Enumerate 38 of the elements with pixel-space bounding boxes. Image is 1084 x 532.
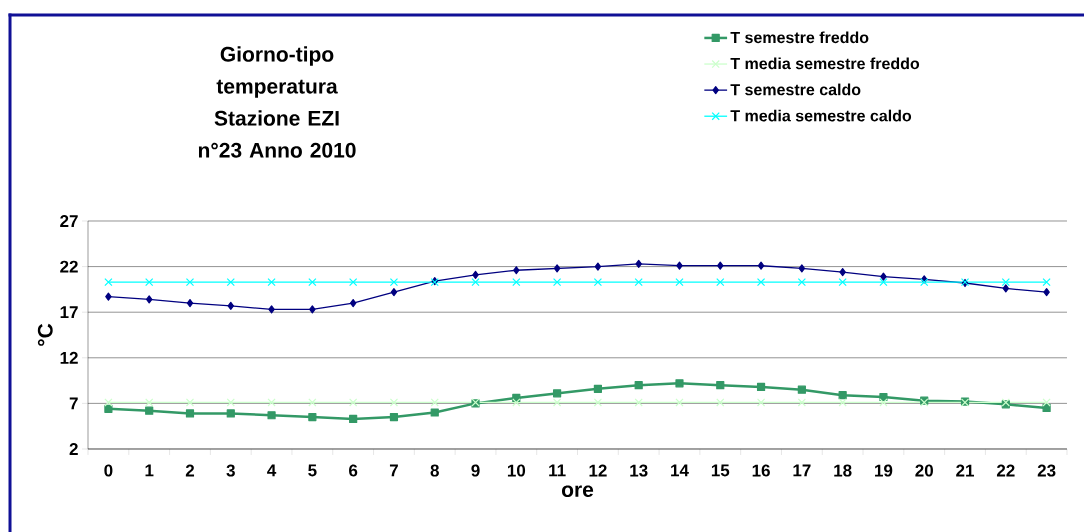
x-tick-label: 12 xyxy=(589,464,607,477)
y-tick-label: 7 xyxy=(69,397,78,410)
y-axis-title: °C xyxy=(37,323,53,346)
x-tick-label: 9 xyxy=(471,464,480,477)
x-tick-label: 17 xyxy=(793,464,811,477)
x-tick-label: 15 xyxy=(711,464,730,477)
x-tick-label: 3 xyxy=(226,464,235,477)
x-tick-label: 0 xyxy=(104,464,113,477)
y-tick-label: 2 xyxy=(69,443,78,455)
y-tick-label: 12 xyxy=(60,351,78,364)
x-tick-label: 11 xyxy=(549,464,566,477)
legend-label: T media semestre freddo xyxy=(730,57,920,70)
x-tick-label: 23 xyxy=(1037,464,1056,477)
x-tick-label: 19 xyxy=(875,464,893,477)
x-tick-label: 20 xyxy=(915,464,933,477)
x-tick-label: 1 xyxy=(145,464,154,477)
x-tick-label: 13 xyxy=(630,464,648,477)
x-tick-label: 16 xyxy=(752,464,770,477)
x-tick-label: 5 xyxy=(308,464,317,477)
x-tick-label: 10 xyxy=(507,464,526,477)
x-tick-label: 22 xyxy=(996,464,1015,477)
y-tick-label: 22 xyxy=(60,260,78,273)
x-tick-label: 8 xyxy=(430,464,439,477)
y-tick-label: 17 xyxy=(60,306,78,319)
x-tick-label: 7 xyxy=(389,464,398,477)
chart-title: Giorno-tipo temperatura xyxy=(216,46,338,98)
x-tick-label: 21 xyxy=(956,464,974,477)
x-tick-label: 6 xyxy=(349,464,358,477)
legend-label: T semestre freddo xyxy=(730,31,869,44)
x-axis-title: ore xyxy=(561,485,594,497)
y-tick-label: 27 xyxy=(60,215,78,227)
x-tick-label: 2 xyxy=(185,464,195,477)
legend-label: T media semestre caldo xyxy=(730,109,912,122)
x-tick-label: 18 xyxy=(834,464,852,477)
x-tick-label: 14 xyxy=(671,464,689,477)
legend-label: T semestre caldo xyxy=(730,83,861,96)
x-tick-label: 4 xyxy=(267,464,277,477)
chart-subtitle: Stazione EZI n°23 Anno 2010 xyxy=(198,110,356,158)
